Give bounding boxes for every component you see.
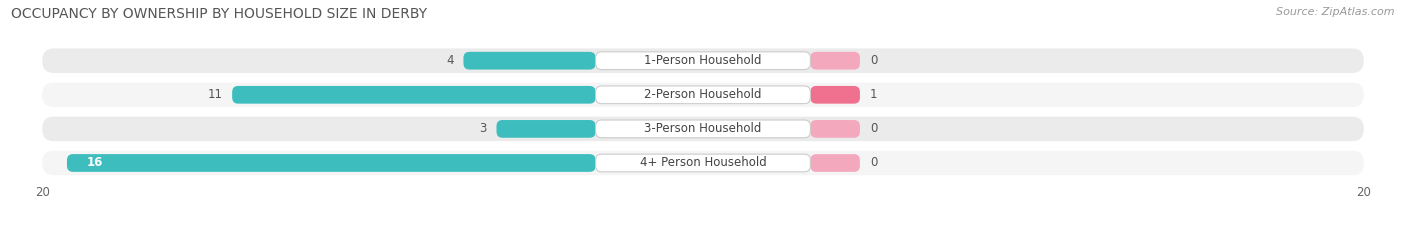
Text: 2-Person Household: 2-Person Household [644,88,762,101]
Text: Source: ZipAtlas.com: Source: ZipAtlas.com [1277,7,1395,17]
Text: 3: 3 [479,122,486,135]
Text: 4: 4 [446,54,454,67]
Text: 16: 16 [87,157,103,169]
FancyBboxPatch shape [496,120,596,138]
Text: 0: 0 [870,54,877,67]
Text: 11: 11 [207,88,222,101]
FancyBboxPatch shape [42,151,1364,175]
FancyBboxPatch shape [810,154,860,172]
Text: 3-Person Household: 3-Person Household [644,122,762,135]
FancyBboxPatch shape [42,116,1364,141]
Text: 0: 0 [870,122,877,135]
FancyBboxPatch shape [42,48,1364,73]
FancyBboxPatch shape [464,52,596,70]
FancyBboxPatch shape [810,120,860,138]
FancyBboxPatch shape [42,82,1364,107]
FancyBboxPatch shape [232,86,596,104]
FancyBboxPatch shape [67,154,596,172]
FancyBboxPatch shape [596,86,810,104]
FancyBboxPatch shape [810,86,860,104]
FancyBboxPatch shape [596,52,810,70]
Text: 1-Person Household: 1-Person Household [644,54,762,67]
Text: 1: 1 [870,88,877,101]
Text: 0: 0 [870,157,877,169]
FancyBboxPatch shape [596,154,810,172]
Text: OCCUPANCY BY OWNERSHIP BY HOUSEHOLD SIZE IN DERBY: OCCUPANCY BY OWNERSHIP BY HOUSEHOLD SIZE… [11,7,427,21]
FancyBboxPatch shape [596,120,810,138]
Legend: Owner-occupied, Renter-occupied: Owner-occupied, Renter-occupied [578,230,828,233]
FancyBboxPatch shape [810,52,860,70]
Text: 4+ Person Household: 4+ Person Household [640,157,766,169]
